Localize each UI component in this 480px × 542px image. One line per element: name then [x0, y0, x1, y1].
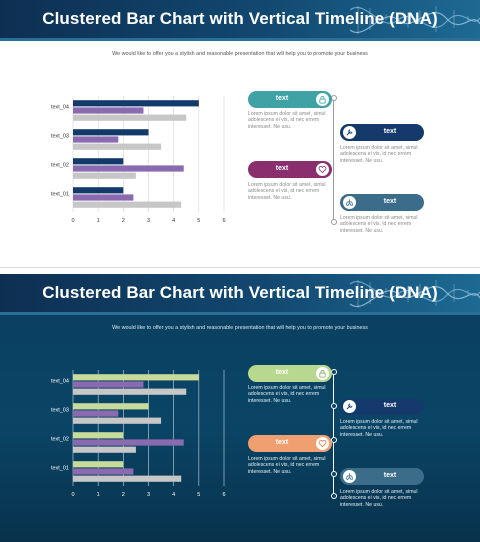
x-tick-label: 6 [222, 218, 225, 224]
timeline-item-description: Lorem ipsum dolor sit amet, simul adoles… [248, 456, 326, 475]
lock-icon [316, 93, 329, 106]
x-tick-label: 6 [222, 492, 225, 498]
bar-text_03-series-3 [73, 417, 162, 424]
x-tick-label: 4 [172, 492, 175, 498]
timeline-dot [330, 493, 337, 499]
bar-text_02-series-2 [73, 165, 184, 172]
bar-text_02-series-3 [73, 172, 136, 179]
bar-text_01-series-3 [73, 475, 182, 482]
bar-text_02-series-1 [73, 432, 124, 439]
x-tick-label: 0 [71, 492, 74, 498]
slide-dark: Clustered Bar Chart with Vertical Timeli… [0, 274, 480, 542]
timeline-item-pill: text [248, 365, 332, 382]
timeline-item-description: Lorem ipsum dolor sit amet, simul adoles… [248, 111, 326, 130]
bar-text_01-series-2 [73, 194, 134, 201]
timeline-item-description: Lorem ipsum dolor sit amet, simul adoles… [248, 385, 326, 404]
timeline-item-label: text [383, 472, 397, 479]
slide-subtitle: We would like to offer you a stylish and… [112, 51, 368, 57]
category-label: text_01 [51, 465, 69, 471]
x-tick-label: 3 [147, 218, 150, 224]
bar-text_04-series-3 [73, 388, 187, 395]
timeline-item-pill: text [248, 161, 332, 178]
x-tick-label: 2 [122, 492, 125, 498]
bar-text_04-series-2 [73, 381, 144, 388]
heart-icon [316, 437, 329, 450]
timeline-item-label: text [383, 198, 397, 205]
clustered-bar-chart: 0 1 2 3 4 5 6 text_01 text_02 text_03 text_04 [51, 370, 226, 498]
header-bar: Clustered Bar Chart with Vertical Timeli… [0, 274, 480, 315]
slide-subtitle: We would like to offer you a stylish and… [112, 325, 368, 331]
dna-helix-decoration [350, 280, 480, 308]
timeline-item-label: text [275, 95, 289, 102]
timeline-item-label: text [275, 165, 289, 172]
bar-text_04-series-1 [73, 374, 199, 381]
timeline-item-description: Lorem ipsum dolor sit amet, simul adoles… [248, 182, 326, 201]
lock-icon [316, 367, 329, 380]
timeline-item-pill: text [340, 124, 424, 141]
bar-text_04-series-1 [73, 100, 199, 107]
x-tick-label: 0 [71, 218, 74, 224]
category-label: text_02 [51, 162, 69, 168]
timeline-item-description: Lorem ipsum dolor sit amet, simul adoles… [340, 215, 418, 234]
timeline-dot [330, 403, 337, 409]
category-label: text_04 [51, 104, 69, 110]
timeline-item-pill: text [248, 91, 332, 108]
timeline-item-label: text [383, 402, 397, 409]
category-label: text_04 [51, 378, 69, 384]
bar-text_01-series-3 [73, 201, 182, 208]
timeline-item-description: Lorem ipsum dolor sit amet, simul adoles… [340, 489, 418, 508]
bar-text_01-series-2 [73, 468, 134, 475]
x-tick-label: 1 [97, 492, 100, 498]
category-label: text_02 [51, 436, 69, 442]
clustered-bar-chart: 0 1 2 3 4 5 6 text_01 text_02 text_03 text_04 [51, 96, 226, 224]
bar-text_03-series-3 [73, 143, 162, 150]
timeline-item-label: text [383, 128, 397, 135]
timeline-item-pill: text [340, 398, 424, 415]
slide-light: Clustered Bar Chart with Vertical Timeli… [0, 0, 480, 268]
bar-text_02-series-3 [73, 446, 136, 453]
x-tick-label: 1 [97, 218, 100, 224]
bar-text_03-series-1 [73, 129, 149, 136]
heart-icon [316, 163, 329, 176]
timeline-item-pill: text [248, 435, 332, 452]
bar-text_02-series-2 [73, 439, 184, 446]
bar-text_04-series-3 [73, 114, 187, 121]
timeline-item-pill: text [340, 194, 424, 211]
timeline-line [333, 98, 334, 222]
timeline-item-description: Lorem ipsum dolor sit amet, simul adoles… [340, 145, 418, 164]
timeline-dot [330, 471, 337, 477]
category-label: text_03 [51, 407, 69, 413]
timeline-item-label: text [275, 369, 289, 376]
x-tick-label: 4 [172, 218, 175, 224]
x-tick-label: 5 [197, 492, 200, 498]
wrench-icon [343, 126, 356, 139]
category-label: text_01 [51, 191, 69, 197]
x-tick-label: 2 [122, 218, 125, 224]
bar-text_03-series-1 [73, 403, 149, 410]
category-label: text_03 [51, 133, 69, 139]
lungs-icon [343, 470, 356, 483]
x-tick-label: 5 [197, 218, 200, 224]
dna-helix-decoration [350, 6, 480, 34]
timeline-dot [330, 219, 337, 225]
timeline-line [333, 372, 334, 496]
bar-text_03-series-2 [73, 136, 119, 143]
header-bar: Clustered Bar Chart with Vertical Timeli… [0, 0, 480, 41]
x-tick-label: 3 [147, 492, 150, 498]
bar-text_01-series-1 [73, 187, 124, 194]
slide-title: Clustered Bar Chart with Vertical Timeli… [42, 9, 438, 28]
bar-text_04-series-2 [73, 107, 144, 114]
slide-title: Clustered Bar Chart with Vertical Timeli… [42, 283, 438, 302]
bar-text_02-series-1 [73, 158, 124, 165]
timeline-item-description: Lorem ipsum dolor sit amet, simul adoles… [340, 419, 418, 438]
wrench-icon [343, 400, 356, 413]
lungs-icon [343, 196, 356, 209]
timeline-item-pill: text [340, 468, 424, 485]
bar-text_03-series-2 [73, 410, 119, 417]
timeline-item-label: text [275, 439, 289, 446]
bar-text_01-series-1 [73, 461, 124, 468]
